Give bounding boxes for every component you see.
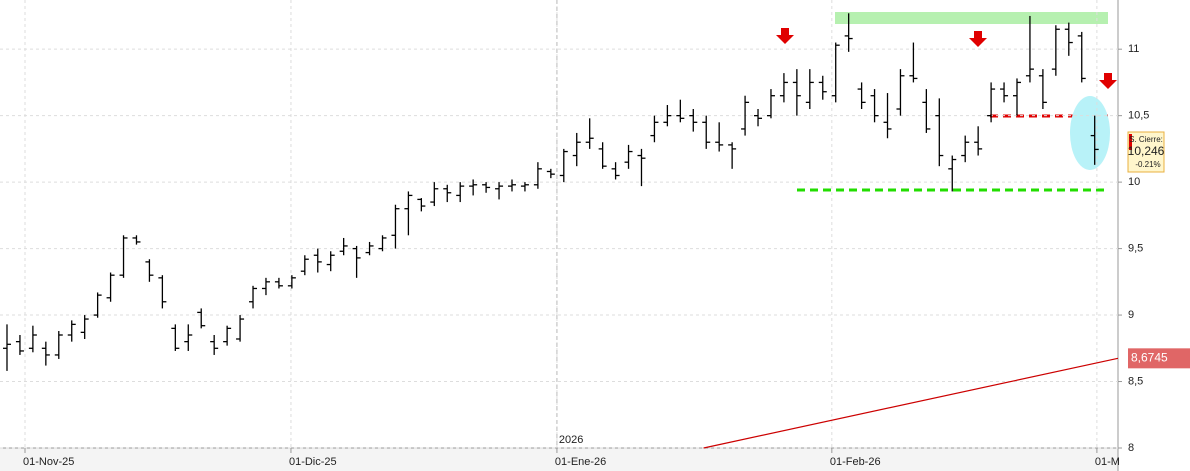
price-tag-marker [1129,134,1132,150]
arrow [1099,73,1117,89]
x-axis-band [0,448,1118,471]
ma-label-box [1128,348,1190,369]
x-tick-label: 01-Feb-26 [830,456,881,468]
price-tag [1127,131,1165,173]
y-tick-label: 8,5 [1128,375,1143,387]
highlight-ellipse [1070,96,1110,170]
moving-average [703,357,1119,449]
ma-label: 8,6745 [1131,351,1168,365]
price-tag-change: -0.21% [1135,160,1160,169]
y-tick-label: 10,5 [1128,110,1149,122]
arrow [776,28,794,44]
x-tick-label: 01-M [1095,456,1120,468]
x-tick-label: 01-Nov-25 [23,456,74,468]
arrow [969,31,987,47]
x-tick-label: 01-Ene-26 [555,456,606,468]
year-label: 2026 [559,434,583,446]
y-tick-label: 8 [1128,442,1134,454]
y-tick-label: 9,5 [1128,242,1143,254]
price-tag-title: S. Cierre: [1129,135,1163,144]
x-tick-label: 01-Dic-25 [289,456,337,468]
y-tick-label: 11 [1128,43,1139,55]
price-tag-value: 10,246 [1128,144,1165,158]
y-tick-label: 10 [1128,176,1140,188]
resistance-band [835,12,1108,24]
y-tick-label: 9 [1128,309,1134,321]
